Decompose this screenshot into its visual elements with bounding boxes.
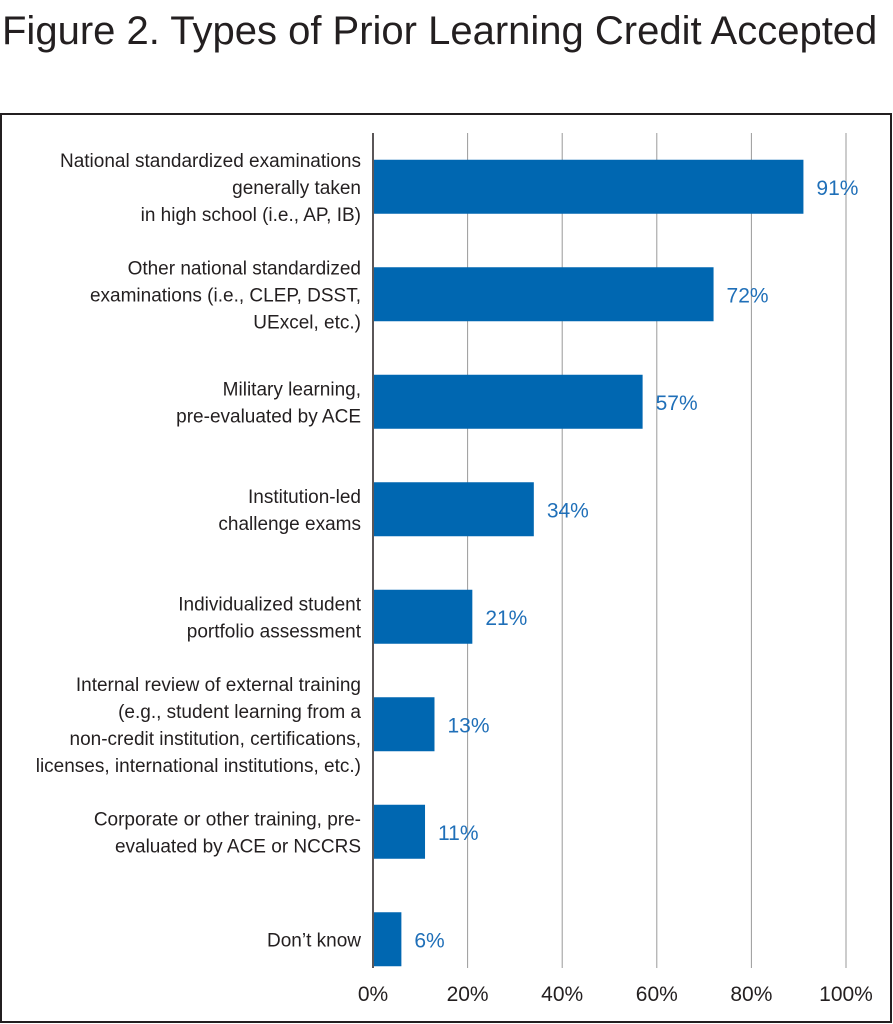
x-tick-label: 0% — [358, 983, 388, 1006]
category-label: Institution-led challenge exams — [218, 487, 361, 535]
category-label-line: Don’t know — [267, 930, 361, 951]
category-label-line: in high school (i.e., AP, IB) — [141, 205, 361, 226]
category-label: Don’t know — [267, 930, 361, 951]
category-label-line: pre-evaluated by ACE — [176, 406, 361, 427]
category-label-line: Other national standardized — [128, 258, 361, 279]
category-label-line: Institution-led — [248, 487, 361, 508]
x-tick-label: 80% — [730, 983, 772, 1006]
category-label-line: Military learning, — [223, 379, 361, 400]
chart-title: Figure 2. Types of Prior Learning Credit… — [2, 9, 878, 53]
x-axis-tick-labels: 0% 20% 40% 60% 80% 100% — [358, 983, 873, 1006]
category-label-line: Internal review of external training — [76, 675, 361, 696]
bar — [374, 374, 643, 429]
category-label: Military learning, pre-evaluated by ACE — [176, 379, 361, 427]
category-label-line: examinations (i.e., CLEP, DSST, — [90, 285, 361, 306]
bar — [374, 482, 534, 537]
category-label-line: generally taken — [232, 178, 361, 199]
category-label-line: Corporate or other training, pre- — [94, 809, 361, 830]
x-tick-label: 20% — [447, 983, 489, 1006]
bars — [374, 159, 804, 967]
category-label-line: Individualized student — [178, 594, 361, 615]
category-label-line: evaluated by ACE or NCCRS — [115, 836, 361, 857]
value-label: 34% — [547, 499, 589, 522]
category-label-line: licenses, international institutions, et… — [36, 756, 361, 777]
bar-chart: National standardized examinations genera… — [0, 113, 892, 1023]
value-label: 72% — [727, 284, 769, 307]
category-label: Internal review of external training (e.g… — [36, 675, 362, 777]
category-label-line: UExcel, etc.) — [253, 312, 361, 333]
category-label-line: portfolio assessment — [187, 621, 362, 642]
bar — [374, 267, 714, 322]
x-tick-label: 60% — [636, 983, 678, 1006]
x-tick-label: 100% — [819, 983, 873, 1006]
category-label-line: non-credit institution, certifications, — [70, 729, 361, 750]
chart-frame: National standardized examinations genera… — [0, 113, 893, 1024]
category-label: Other national standardized examinations … — [90, 258, 361, 333]
category-label-line: challenge exams — [218, 514, 361, 535]
value-label: 11% — [438, 822, 478, 845]
value-label: 57% — [656, 392, 698, 415]
value-label: 6% — [414, 929, 444, 952]
category-label: Corporate or other training, pre-evaluat… — [94, 809, 361, 857]
bar — [374, 804, 426, 859]
chart-border — [0, 113, 892, 1023]
bar — [374, 912, 402, 967]
category-label-line: (e.g., student learning from a — [118, 702, 361, 723]
value-label: 91% — [816, 177, 858, 200]
bar — [374, 159, 804, 214]
category-labels: National standardized examinations genera… — [36, 151, 362, 952]
bar — [374, 697, 435, 752]
category-label: National standardized examinations genera… — [60, 151, 361, 226]
category-label: Individualized student portfolio assessme… — [178, 594, 361, 642]
bar — [374, 589, 473, 644]
value-label: 13% — [447, 714, 489, 737]
value-labels: 91% 72% 57% 34% 21% 13% 11% 6% — [414, 177, 858, 953]
x-tick-label: 40% — [541, 983, 583, 1006]
gridlines — [467, 133, 847, 968]
category-label-line: National standardized examinations — [60, 151, 361, 172]
value-label: 21% — [485, 607, 527, 630]
